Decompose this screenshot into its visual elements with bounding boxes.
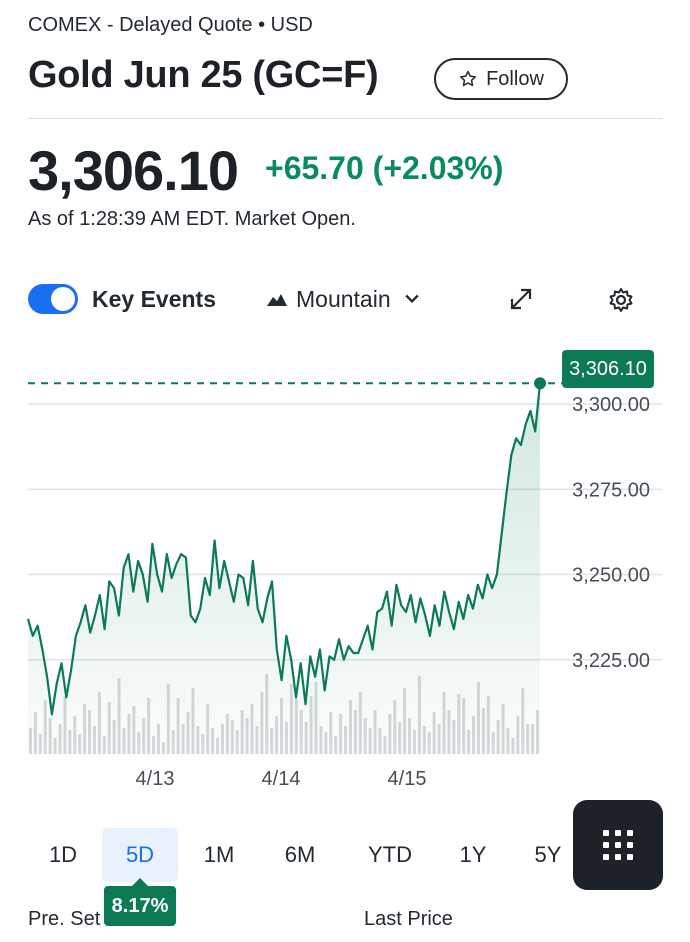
current-price: 3,306.10	[28, 139, 239, 202]
price-area	[28, 383, 540, 754]
range-1m[interactable]: 1M	[203, 842, 235, 867]
last-price-label: Last Price	[364, 908, 453, 930]
quote-timestamp: As of 1:28:39 AM EDT. Market Open.	[28, 208, 356, 230]
chevron-down-icon	[404, 294, 419, 303]
follow-button[interactable]: Follow	[434, 58, 568, 100]
price-line	[26, 383, 542, 716]
mountain-icon	[267, 294, 287, 306]
pre-settle-label: Pre. Set	[28, 908, 101, 930]
last-price-tag: 3,306.10	[562, 350, 654, 388]
y-tick-label: 3,250.00	[572, 565, 650, 587]
range-selector: 1D 5D 1M 6M YTD 1Y 5Y	[0, 828, 690, 882]
x-tick-label: 4/13	[136, 768, 175, 790]
settings-button[interactable]	[607, 286, 635, 314]
toggle-knob	[51, 287, 75, 311]
x-tick-label: 4/14	[262, 768, 301, 790]
chart-type-label: Mountain	[296, 286, 391, 312]
last-price-dot	[534, 377, 546, 390]
range-1y[interactable]: 1Y	[459, 842, 487, 867]
range-1d[interactable]: 1D	[48, 842, 78, 867]
price-change: +65.70 (+2.03%)	[265, 150, 504, 186]
page-title: Gold Jun 25 (GC=F)	[28, 54, 379, 96]
grid-dots-icon	[603, 830, 633, 860]
range-6m[interactable]: 6M	[284, 842, 316, 867]
follow-label: Follow	[486, 67, 544, 90]
range-5d[interactable]: 5D	[102, 828, 178, 882]
gear-icon	[609, 288, 633, 312]
exchange-label: COMEX - Delayed Quote • USD	[28, 14, 313, 36]
expand-icon	[510, 288, 532, 310]
key-events-label: Key Events	[92, 286, 217, 312]
expand-button[interactable]	[508, 286, 534, 312]
x-tick-label: 4/15	[388, 768, 427, 790]
price-chart[interactable]: 3,300.00 3,275.00 3,250.00 3,225.00 4/13 4/1…	[0, 330, 690, 800]
grid-menu-button[interactable]	[573, 800, 663, 890]
range-5y[interactable]: 5Y	[534, 842, 562, 867]
y-tick-label: 3,275.00	[572, 479, 650, 501]
y-tick-label: 3,225.00	[572, 650, 650, 672]
key-events-toggle[interactable]	[28, 284, 78, 314]
star-icon	[460, 70, 477, 87]
range-change-badge: 8.17%	[104, 878, 176, 926]
range-ytd[interactable]: YTD	[368, 842, 412, 867]
y-tick-label: 3,300.00	[572, 394, 650, 416]
header-divider	[28, 118, 662, 119]
chart-type-dropdown[interactable]: Mountain	[266, 284, 419, 314]
